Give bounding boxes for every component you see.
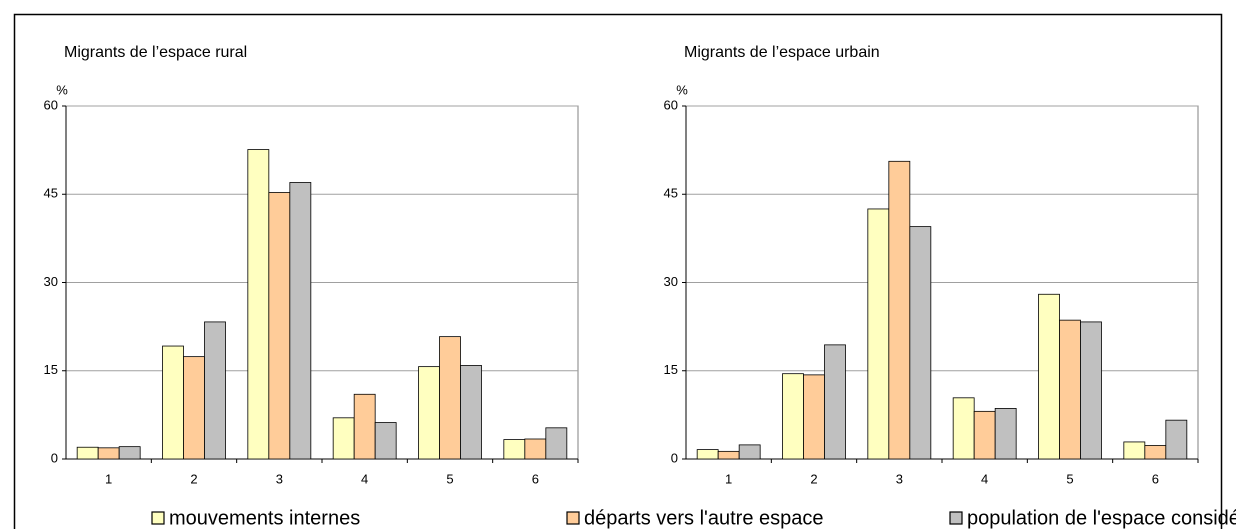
- y-tick-label: 15: [664, 362, 678, 377]
- legend-label: population de l'espace considéré: [967, 507, 1236, 529]
- x-tick-label: 4: [981, 471, 988, 486]
- bar: [1165, 419, 1188, 460]
- bar: [460, 365, 482, 460]
- y-axis-label: %: [676, 82, 688, 97]
- bar: [289, 182, 312, 460]
- x-tick-label: 2: [190, 471, 197, 486]
- bar: [1038, 293, 1060, 460]
- y-tick-label: 0: [671, 450, 678, 465]
- bar: [994, 408, 1017, 460]
- y-tick-label: 30: [664, 274, 678, 289]
- bar: [952, 397, 975, 460]
- x-tick-label: 6: [532, 471, 539, 486]
- bar: [439, 336, 461, 460]
- legend-swatch: [151, 511, 165, 525]
- bar: [824, 344, 846, 460]
- y-tick-label: 15: [44, 362, 58, 377]
- bar: [204, 321, 226, 460]
- bar: [717, 450, 740, 460]
- x-tick-label: 6: [1152, 471, 1159, 486]
- chart-title: Migrants de l’espace rural: [64, 44, 247, 61]
- bar: [545, 427, 568, 460]
- bar: [867, 208, 890, 460]
- bar: [1059, 319, 1081, 460]
- y-tick-label: 30: [44, 274, 58, 289]
- bar: [1080, 321, 1102, 460]
- legend-swatch: [566, 511, 580, 525]
- y-tick-label: 60: [664, 97, 678, 112]
- bar: [503, 439, 526, 460]
- bar: [696, 449, 719, 460]
- y-tick-label: 45: [664, 186, 678, 201]
- bar: [247, 149, 270, 460]
- x-tick-label: 5: [1066, 471, 1073, 486]
- bar: [353, 393, 376, 460]
- bar: [782, 373, 804, 460]
- y-axis-label: %: [56, 82, 68, 97]
- bar: [738, 444, 761, 460]
- legend-swatch: [949, 511, 963, 525]
- legend-label: départs vers l'autre espace: [584, 507, 824, 529]
- bar: [118, 446, 141, 460]
- bar: [97, 447, 120, 460]
- legend-label: mouvements internes: [169, 507, 360, 529]
- x-tick-label: 1: [105, 471, 112, 486]
- frame: [13, 13, 1223, 529]
- x-tick-label: 1: [725, 471, 732, 486]
- bar: [524, 438, 547, 460]
- bar: [1123, 441, 1146, 460]
- x-tick-label: 2: [810, 471, 817, 486]
- x-tick-label: 3: [896, 471, 903, 486]
- y-tick-label: 60: [44, 97, 58, 112]
- bar: [374, 422, 397, 460]
- bar: [888, 160, 911, 460]
- bar: [76, 446, 99, 460]
- bar: [973, 410, 996, 460]
- bar: [162, 345, 184, 460]
- bar: [1144, 445, 1167, 460]
- bar: [909, 226, 932, 460]
- x-tick-label: 3: [276, 471, 283, 486]
- x-tick-label: 5: [446, 471, 453, 486]
- bar: [803, 374, 825, 460]
- y-tick-label: 45: [44, 186, 58, 201]
- y-tick-label: 0: [51, 450, 58, 465]
- bar: [418, 366, 440, 460]
- chart-title: Migrants de l’espace urbain: [684, 44, 880, 61]
- bar: [268, 192, 291, 460]
- bar: [183, 356, 205, 460]
- x-tick-label: 4: [361, 471, 368, 486]
- bar: [332, 417, 355, 460]
